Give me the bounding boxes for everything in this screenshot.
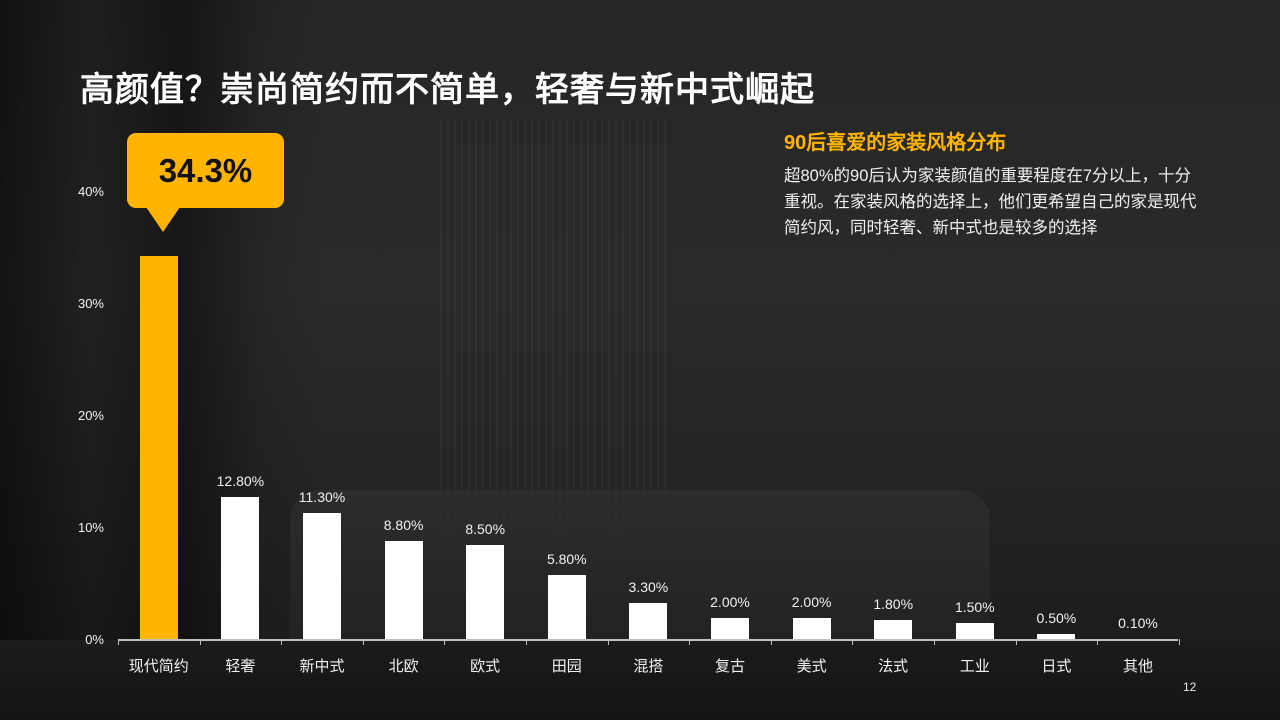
chart-subtitle: 90后喜爱的家装风格分布 (784, 132, 1007, 154)
bar-5 (547, 575, 586, 640)
bar-1 (221, 496, 260, 640)
category-label: 复古 (714, 658, 745, 675)
bar-9 (874, 619, 913, 640)
bar-10 (955, 623, 994, 640)
x-axis-tick (1178, 639, 1180, 645)
x-axis-line (118, 639, 1178, 641)
value-label: 0.10% (1118, 614, 1158, 631)
x-axis-tick (444, 639, 446, 645)
category-label: 其他 (1122, 658, 1153, 675)
bar-2 (303, 513, 341, 640)
value-label: 12.80% (216, 472, 265, 489)
x-axis-tick (118, 639, 119, 645)
category-label: 混搭 (633, 658, 664, 675)
bar-4 (466, 544, 505, 640)
category-label: 新中式 (299, 658, 345, 675)
category-label: 轻奢 (225, 658, 256, 675)
x-axis-tick (607, 639, 609, 645)
ytick-label: 0% (85, 632, 104, 647)
background-wall-panel (440, 120, 670, 540)
category-label: 日式 (1041, 658, 1072, 675)
x-axis-tick (1015, 639, 1017, 645)
chart-description: 超80%的90后认为家装颜值的重要程度在7分以上，十分重视。在家装风格的选择上，… (784, 167, 1197, 237)
category-label: 田园 (551, 658, 582, 675)
category-label: 北欧 (388, 658, 419, 675)
ytick-label: 30% (77, 296, 104, 311)
value-label: 2.00% (710, 593, 750, 610)
x-axis-tick (526, 639, 527, 645)
slide-title: 高颜值？崇尚简约而不简单，轻奢与新中式崛起 (80, 71, 815, 109)
category-label: 现代简约 (128, 658, 189, 675)
value-label: 0.50% (1036, 610, 1077, 627)
x-axis-tick (770, 639, 772, 645)
category-label: 欧式 (470, 658, 501, 675)
value-label: 3.30% (628, 579, 669, 596)
page-number: 12 (1183, 680, 1197, 694)
x-axis-tick (852, 639, 854, 645)
category-label: 法式 (878, 658, 909, 675)
x-axis-tick (1097, 639, 1099, 645)
category-label: 工业 (959, 658, 990, 675)
bar-0 (139, 255, 178, 640)
value-label: 1.50% (954, 599, 995, 616)
ytick-label: 10% (77, 520, 104, 535)
value-label: 8.80% (383, 517, 424, 534)
x-axis-tick (199, 639, 201, 645)
value-label: 1.80% (873, 595, 914, 612)
value-label: 11.30% (298, 489, 346, 506)
x-axis-tick (281, 639, 283, 645)
x-axis-tick (934, 639, 935, 645)
ytick-label: 40% (77, 184, 104, 199)
category-label: 美式 (796, 658, 827, 675)
bar-8 (792, 617, 831, 640)
value-label: 2.00% (791, 593, 832, 610)
value-label: 8.50% (465, 520, 506, 537)
x-axis-tick (689, 639, 691, 645)
bar-3 (384, 541, 423, 640)
bar-6 (629, 603, 668, 640)
highlight-callout: 34.3% (127, 133, 284, 208)
x-axis-tick (362, 639, 364, 645)
bar-11 (1037, 634, 1076, 640)
background-floor (0, 640, 1280, 720)
value-label: 5.80% (546, 551, 587, 568)
ytick-label: 20% (77, 408, 104, 423)
bar-7 (711, 617, 749, 640)
callout-pointer (146, 207, 180, 232)
